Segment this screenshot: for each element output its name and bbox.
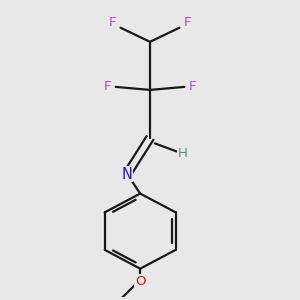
Text: O: O (135, 275, 146, 288)
Text: F: F (184, 16, 191, 29)
Text: H: H (178, 146, 188, 160)
Text: F: F (109, 16, 116, 29)
Text: F: F (104, 80, 111, 93)
Text: N: N (122, 167, 133, 182)
Text: F: F (189, 80, 196, 93)
